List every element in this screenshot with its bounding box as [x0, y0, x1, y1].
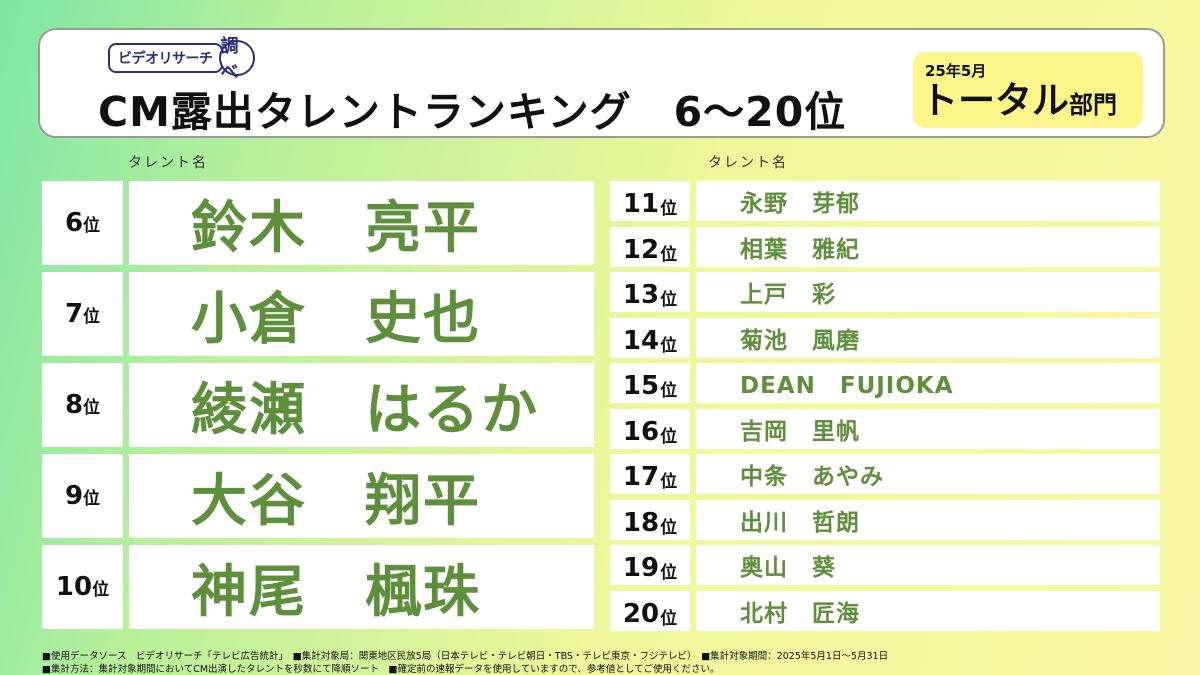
rank-cell: 13 位: [610, 272, 690, 312]
rank-cell: 14 位: [610, 317, 690, 358]
badge-category-main: トータル: [921, 79, 1069, 122]
badge-category-sub: 部門: [1069, 91, 1117, 119]
rank-suffix: 位: [83, 397, 101, 418]
rank-suffix: 位: [83, 488, 101, 509]
talent-name: 北村 匠海: [696, 590, 1160, 631]
rank-cell: 12 位: [610, 226, 690, 267]
ranking-row: 19 位 奥山 葵: [610, 545, 1160, 585]
ranking-row: 16 位 吉岡 里帆: [610, 408, 1160, 449]
talent-name: 中条 あやみ: [696, 454, 1160, 494]
talent-name: 相葉 雅紀: [696, 226, 1160, 267]
rank-number: 9: [64, 481, 84, 511]
rank-number: 20: [622, 598, 660, 629]
talent-name: 出川 哲朗: [696, 499, 1160, 540]
rank-number: 12: [622, 234, 660, 265]
talent-name: 菊池 風磨: [696, 317, 1160, 358]
ranking-row: 20 位 北村 匠海: [610, 590, 1160, 631]
rank-suffix: 位: [660, 426, 678, 447]
rank-cell: 18 位: [610, 499, 690, 540]
talent-name: 奥山 葵: [696, 545, 1160, 585]
talent-name: 鈴木 亮平: [129, 181, 594, 265]
talent-name: 小倉 史也: [129, 272, 594, 356]
rank-number: 13: [622, 280, 660, 310]
rank-suffix: 位: [660, 244, 678, 265]
rank-number: 10: [55, 572, 93, 602]
lower-ranking-list: 11 位 永野 芽郁 12 位 相葉 雅紀 13 位 上戸 彩 14 位 菊池 風磨 1…: [610, 181, 1160, 636]
rank-number: 18: [622, 507, 660, 538]
left-column-label: タレント名: [128, 155, 208, 171]
rank-number: 15: [622, 371, 660, 401]
rank-suffix: 位: [660, 608, 678, 629]
page-title: CM露出タレントランキング 6～20位: [98, 88, 847, 136]
rank-cell: 17 位: [610, 454, 690, 494]
logo-text: ビデオリサーチ: [108, 43, 223, 73]
ranking-row: 14 位 菊池 風磨: [610, 317, 1160, 358]
category-badge: 25年5月 トータル部門: [913, 52, 1143, 128]
ranking-row: 15 位 DEAN FUJIOKA: [610, 363, 1160, 403]
rank-cell: 19 位: [610, 545, 690, 585]
footnote-method: ■集計方法：集計対象期間においてCM出演したタレントを秒数にて降順ソート ■確定…: [42, 664, 720, 675]
talent-name: 上戸 彩: [696, 272, 1160, 312]
footnote-source: ■使用データソース ビデオリサーチ「テレビ広告統計」 ■集計対象局：関東地区民放…: [42, 651, 889, 662]
rank-suffix: 位: [660, 335, 678, 356]
ranking-row: 12 位 相葉 雅紀: [610, 226, 1160, 267]
rank-number: 19: [622, 553, 660, 583]
ranking-row: 18 位 出川 哲朗: [610, 499, 1160, 540]
talent-name: DEAN FUJIOKA: [696, 363, 1160, 403]
rank-suffix: 位: [660, 199, 678, 219]
rank-number: 7: [64, 299, 84, 329]
rank-number: 16: [622, 416, 660, 447]
rank-number: 17: [622, 462, 660, 492]
ranking-row: 13 位 上戸 彩: [610, 272, 1160, 312]
badge-date: 25年5月: [925, 62, 987, 80]
rank-cell: 11 位: [610, 181, 690, 221]
ranking-row: 10 位 神尾 楓珠: [42, 545, 594, 629]
badge-category: トータル部門: [921, 82, 1117, 119]
header-card: ビデオリサーチ 調べ CM露出タレントランキング 6～20位 25年5月 トータ…: [38, 28, 1165, 138]
rank-suffix: 位: [660, 563, 678, 583]
rank-cell: 16 位: [610, 408, 690, 449]
rank-suffix: 位: [660, 381, 678, 401]
rank-suffix: 位: [660, 517, 678, 538]
ranking-row: 17 位 中条 あやみ: [610, 454, 1160, 494]
rank-suffix: 位: [660, 290, 678, 310]
rank-cell: 15 位: [610, 363, 690, 403]
right-column-label: タレント名: [708, 155, 788, 171]
rank-number: 6: [64, 208, 84, 238]
rank-cell: 10 位: [42, 545, 123, 629]
logo-mark: 調べ: [218, 36, 255, 83]
logo: ビデオリサーチ 調べ: [108, 36, 255, 83]
talent-name: 神尾 楓珠: [129, 545, 594, 629]
rank-suffix: 位: [83, 306, 101, 327]
talent-name: 大谷 翔平: [129, 454, 594, 538]
rank-suffix: 位: [660, 472, 678, 492]
talent-name: 吉岡 里帆: [696, 408, 1160, 449]
talent-name: 永野 芽郁: [696, 181, 1160, 221]
rank-cell: 20 位: [610, 590, 690, 631]
ranking-row: 11 位 永野 芽郁: [610, 181, 1160, 221]
rank-number: 8: [64, 390, 84, 420]
rank-number: 14: [622, 325, 660, 356]
talent-name: 綾瀬 はるか: [129, 363, 594, 447]
rank-suffix: 位: [83, 215, 101, 236]
rank-suffix: 位: [92, 579, 110, 600]
rank-number: 11: [622, 189, 660, 219]
